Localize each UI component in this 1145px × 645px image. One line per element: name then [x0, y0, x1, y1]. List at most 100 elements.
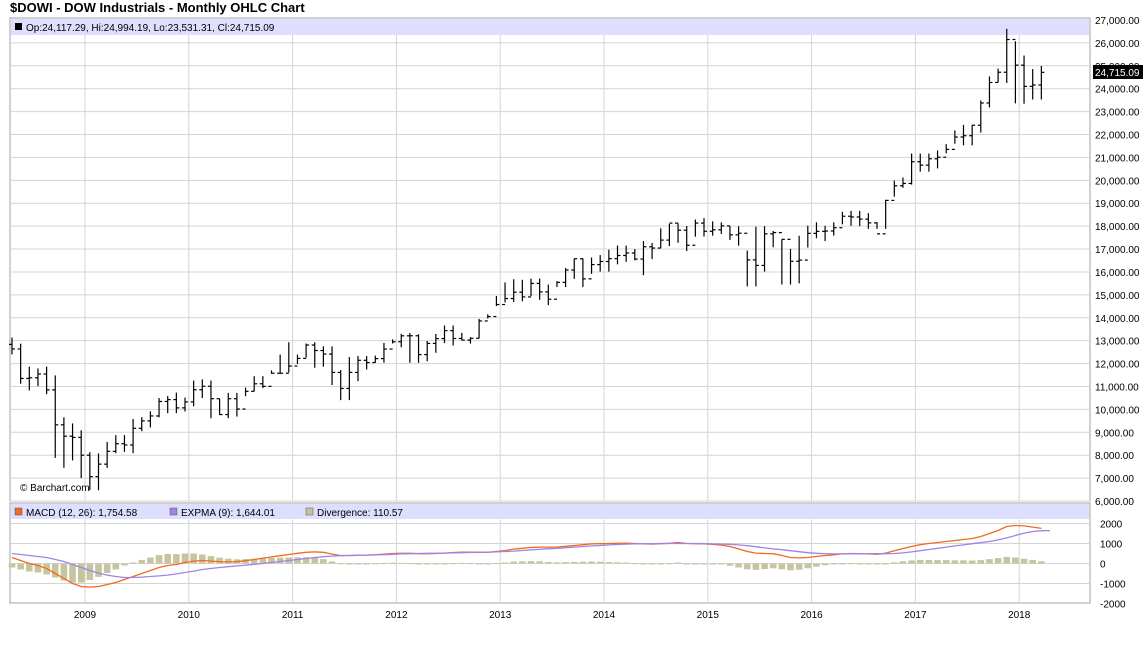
price-panel — [9, 17, 1091, 502]
price-y-tick-label: 24,000.00 — [1095, 85, 1140, 96]
ohlc-bar — [225, 392, 232, 419]
divergence-bar — [778, 563, 786, 570]
ohlc-bar — [934, 150, 941, 169]
ohlc-bar — [424, 340, 431, 362]
divergence-bar — [994, 558, 1002, 564]
divergence-bar — [397, 562, 405, 564]
ohlc-bar — [1029, 69, 1036, 100]
divergence-bar — [614, 562, 621, 564]
divergence-bar — [155, 555, 163, 564]
divergence-bar — [510, 561, 517, 564]
divergence-bar — [51, 563, 59, 578]
divergence-bar — [250, 558, 258, 564]
x-tick-label: 2009 — [74, 610, 97, 621]
ohlc-bar — [259, 376, 266, 389]
divergence-bar — [199, 554, 206, 564]
price-y-tick-label: 13,000.00 — [1095, 337, 1140, 348]
divergence-bar — [432, 563, 440, 565]
price-y-tick-label: 20,000.00 — [1095, 176, 1140, 187]
ohlc-bar — [943, 144, 950, 158]
ohlc-bar — [34, 368, 41, 387]
divergence-bar — [916, 559, 924, 564]
divergence-bar — [268, 557, 275, 564]
divergence-bar — [545, 561, 552, 564]
ohlc-bar — [735, 226, 742, 246]
divergence-bar — [640, 563, 647, 565]
divergence-bar — [415, 563, 422, 565]
divergence-bar — [423, 563, 431, 565]
divergence-bar — [891, 562, 898, 564]
ohlc-bar — [458, 332, 465, 341]
divergence-bar — [8, 563, 16, 568]
ohlc-bar — [813, 222, 820, 239]
ohlc-bar — [363, 356, 370, 370]
price-y-tick-label: 8,000.00 — [1095, 451, 1134, 462]
macd-y-tick-label: 0 — [1100, 560, 1106, 571]
divergence-bar — [328, 561, 336, 564]
price-y-tick-label: 23,000.00 — [1095, 108, 1140, 119]
divergence-bar — [259, 558, 267, 564]
price-y-tick-label: 14,000.00 — [1095, 314, 1140, 325]
x-tick-label: 2016 — [800, 610, 823, 621]
ohlc-bar — [441, 325, 448, 344]
divergence-bar — [977, 560, 985, 564]
ohlc-bar — [666, 222, 673, 247]
price-y-tick-label: 22,000.00 — [1095, 131, 1140, 142]
divergence-bar — [709, 563, 716, 565]
ohlc-bar — [17, 343, 24, 384]
ohlc-bar — [709, 221, 716, 236]
ohlc-bar — [104, 442, 111, 468]
ohlc-bar — [605, 249, 612, 272]
divergence-bar — [821, 563, 829, 566]
ohlc-bar — [796, 235, 803, 284]
ohlc-bar — [337, 370, 344, 401]
ohlc-bar — [804, 225, 811, 261]
ohlc-bar — [389, 339, 396, 350]
divergence-bar — [605, 562, 613, 564]
divergence-bar — [501, 562, 509, 564]
divergence-bar — [103, 563, 111, 573]
divergence-bar — [467, 563, 474, 565]
ohlc-bar — [553, 281, 560, 300]
divergence-bar — [856, 563, 863, 565]
x-tick-label: 2018 — [1008, 610, 1031, 621]
divergence-bar — [173, 554, 180, 564]
divergence-bar — [934, 560, 941, 564]
ohlc-bar — [182, 397, 188, 412]
divergence-bar — [224, 558, 232, 564]
price-y-tick-label: 26,000.00 — [1095, 39, 1140, 50]
ohlc-bar — [614, 245, 621, 265]
price-y-tick-label: 7,000.00 — [1095, 474, 1134, 485]
price-y-tick-label: 16,000.00 — [1095, 268, 1140, 279]
divergence-bar — [925, 559, 933, 564]
divergence-bar — [536, 561, 543, 564]
ohlc-bar — [493, 296, 500, 318]
price-y-tick-label: 21,000.00 — [1095, 153, 1140, 164]
divergence-bar — [718, 563, 725, 565]
ohlc-bar — [242, 387, 249, 410]
divergence-bar — [839, 563, 846, 565]
ohlc-bar — [1003, 28, 1010, 83]
ohlc-bar — [121, 435, 128, 452]
divergence-bar — [596, 561, 604, 564]
divergence-bar — [527, 561, 535, 564]
ohlc-bar — [856, 210, 863, 227]
ohlc-bar — [865, 213, 872, 229]
ohlc-bar — [432, 334, 439, 353]
ohlc-bar — [977, 100, 984, 133]
price-y-tick-label: 10,000.00 — [1095, 405, 1140, 416]
price-y-axis: 6,000.00 7,000.00 8,000.00 9,000.00 10,000.0… — [1095, 16, 1140, 508]
ohlc-bar — [329, 346, 336, 385]
ohlc-bar — [78, 430, 85, 479]
price-legend-bar — [11, 19, 1089, 35]
ohlc-bar — [925, 153, 932, 172]
last-price-box — [1093, 65, 1143, 79]
divergence-bar — [493, 563, 500, 565]
ohlc-bar — [528, 278, 534, 298]
ohlc-bar — [294, 354, 301, 367]
ohlc-bar — [752, 226, 759, 287]
ohlc-bar — [778, 231, 785, 285]
divergence-bar — [112, 563, 120, 570]
divergence-bar — [951, 560, 959, 564]
ohlc-bar — [657, 228, 664, 249]
